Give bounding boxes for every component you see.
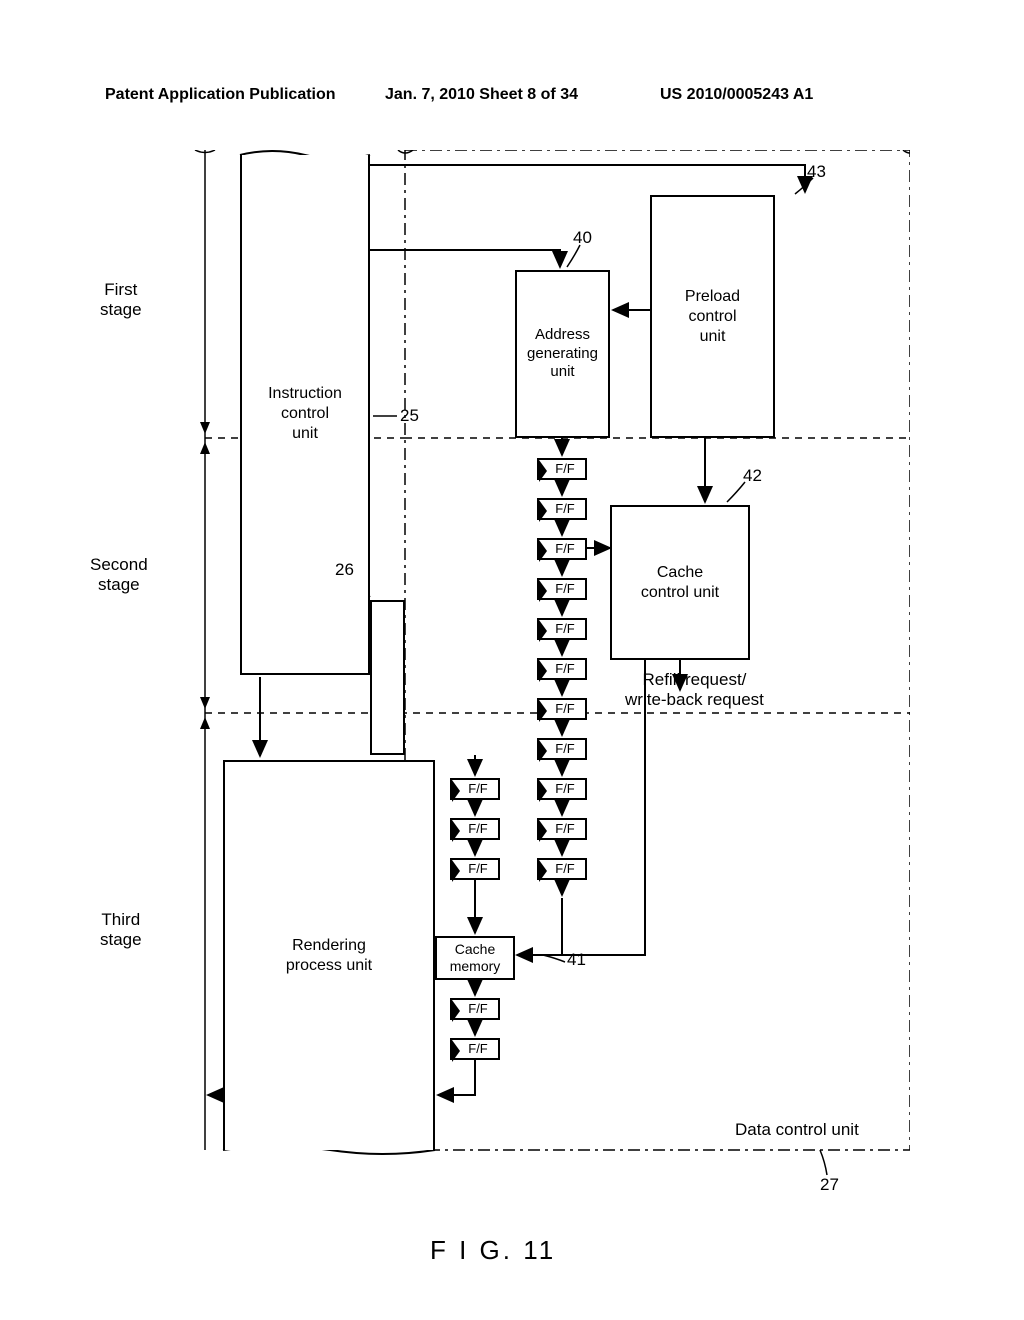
preload-control-label: Preload control unit xyxy=(685,287,740,347)
ff-main-4: F/F xyxy=(537,578,587,600)
cache-memory-label: Cache memory xyxy=(450,941,501,976)
ref-43: 43 xyxy=(807,162,826,182)
address-generating-unit: Address generating unit xyxy=(515,270,610,438)
figure-label: F I G. 11 xyxy=(430,1235,556,1266)
ref-42: 42 xyxy=(743,466,762,486)
ff-main-3: F/F xyxy=(537,538,587,560)
cache-control-label: Cache control unit xyxy=(641,563,719,603)
stage-first-label: First stage xyxy=(100,280,142,321)
stage-second-label: Second stage xyxy=(90,555,148,596)
ff-main-9: F/F xyxy=(537,778,587,800)
cache-control-unit: Cache control unit xyxy=(610,505,750,660)
ff-main-8: F/F xyxy=(537,738,587,760)
header-right: US 2010/0005243 A1 xyxy=(660,86,813,104)
ff-main-6: F/F xyxy=(537,658,587,680)
ff-bottom-2: F/F xyxy=(450,1038,500,1060)
ff-left-2: F/F xyxy=(450,818,500,840)
ff-main-1: F/F xyxy=(537,458,587,480)
ref-25: 25 xyxy=(400,406,419,426)
rendering-label: Rendering process unit xyxy=(286,936,372,976)
data-control-unit-label: Data control unit xyxy=(735,1120,859,1140)
instruction-control-label: Instruction control unit xyxy=(268,384,342,444)
box-26 xyxy=(370,600,405,755)
ff-left-1: F/F xyxy=(450,778,500,800)
header-left: Patent Application Publication xyxy=(105,86,336,104)
instruction-control-unit: Instruction control unit xyxy=(240,155,370,675)
ff-bottom-1: F/F xyxy=(450,998,500,1020)
stage-third-label: Third stage xyxy=(100,910,142,951)
cache-memory: Cache memory xyxy=(435,936,515,980)
diagram-area: First stage Second stage Third stage Ins… xyxy=(105,150,910,1210)
ff-left-3: F/F xyxy=(450,858,500,880)
ref-41: 41 xyxy=(567,950,586,970)
ref-26: 26 xyxy=(335,560,354,580)
header-mid: Jan. 7, 2010 Sheet 8 of 34 xyxy=(385,86,578,104)
ff-main-2: F/F xyxy=(537,498,587,520)
ff-main-10: F/F xyxy=(537,818,587,840)
rendering-process-unit: Rendering process unit xyxy=(223,760,435,1150)
address-gen-label: Address generating unit xyxy=(527,326,598,382)
ref-40: 40 xyxy=(573,228,592,248)
refill-request-label: Refill request/ write-back request xyxy=(625,670,764,711)
ff-main-11: F/F xyxy=(537,858,587,880)
ff-main-5: F/F xyxy=(537,618,587,640)
ff-main-7: F/F xyxy=(537,698,587,720)
preload-control-unit: Preload control unit xyxy=(650,195,775,438)
ref-27: 27 xyxy=(820,1175,839,1195)
